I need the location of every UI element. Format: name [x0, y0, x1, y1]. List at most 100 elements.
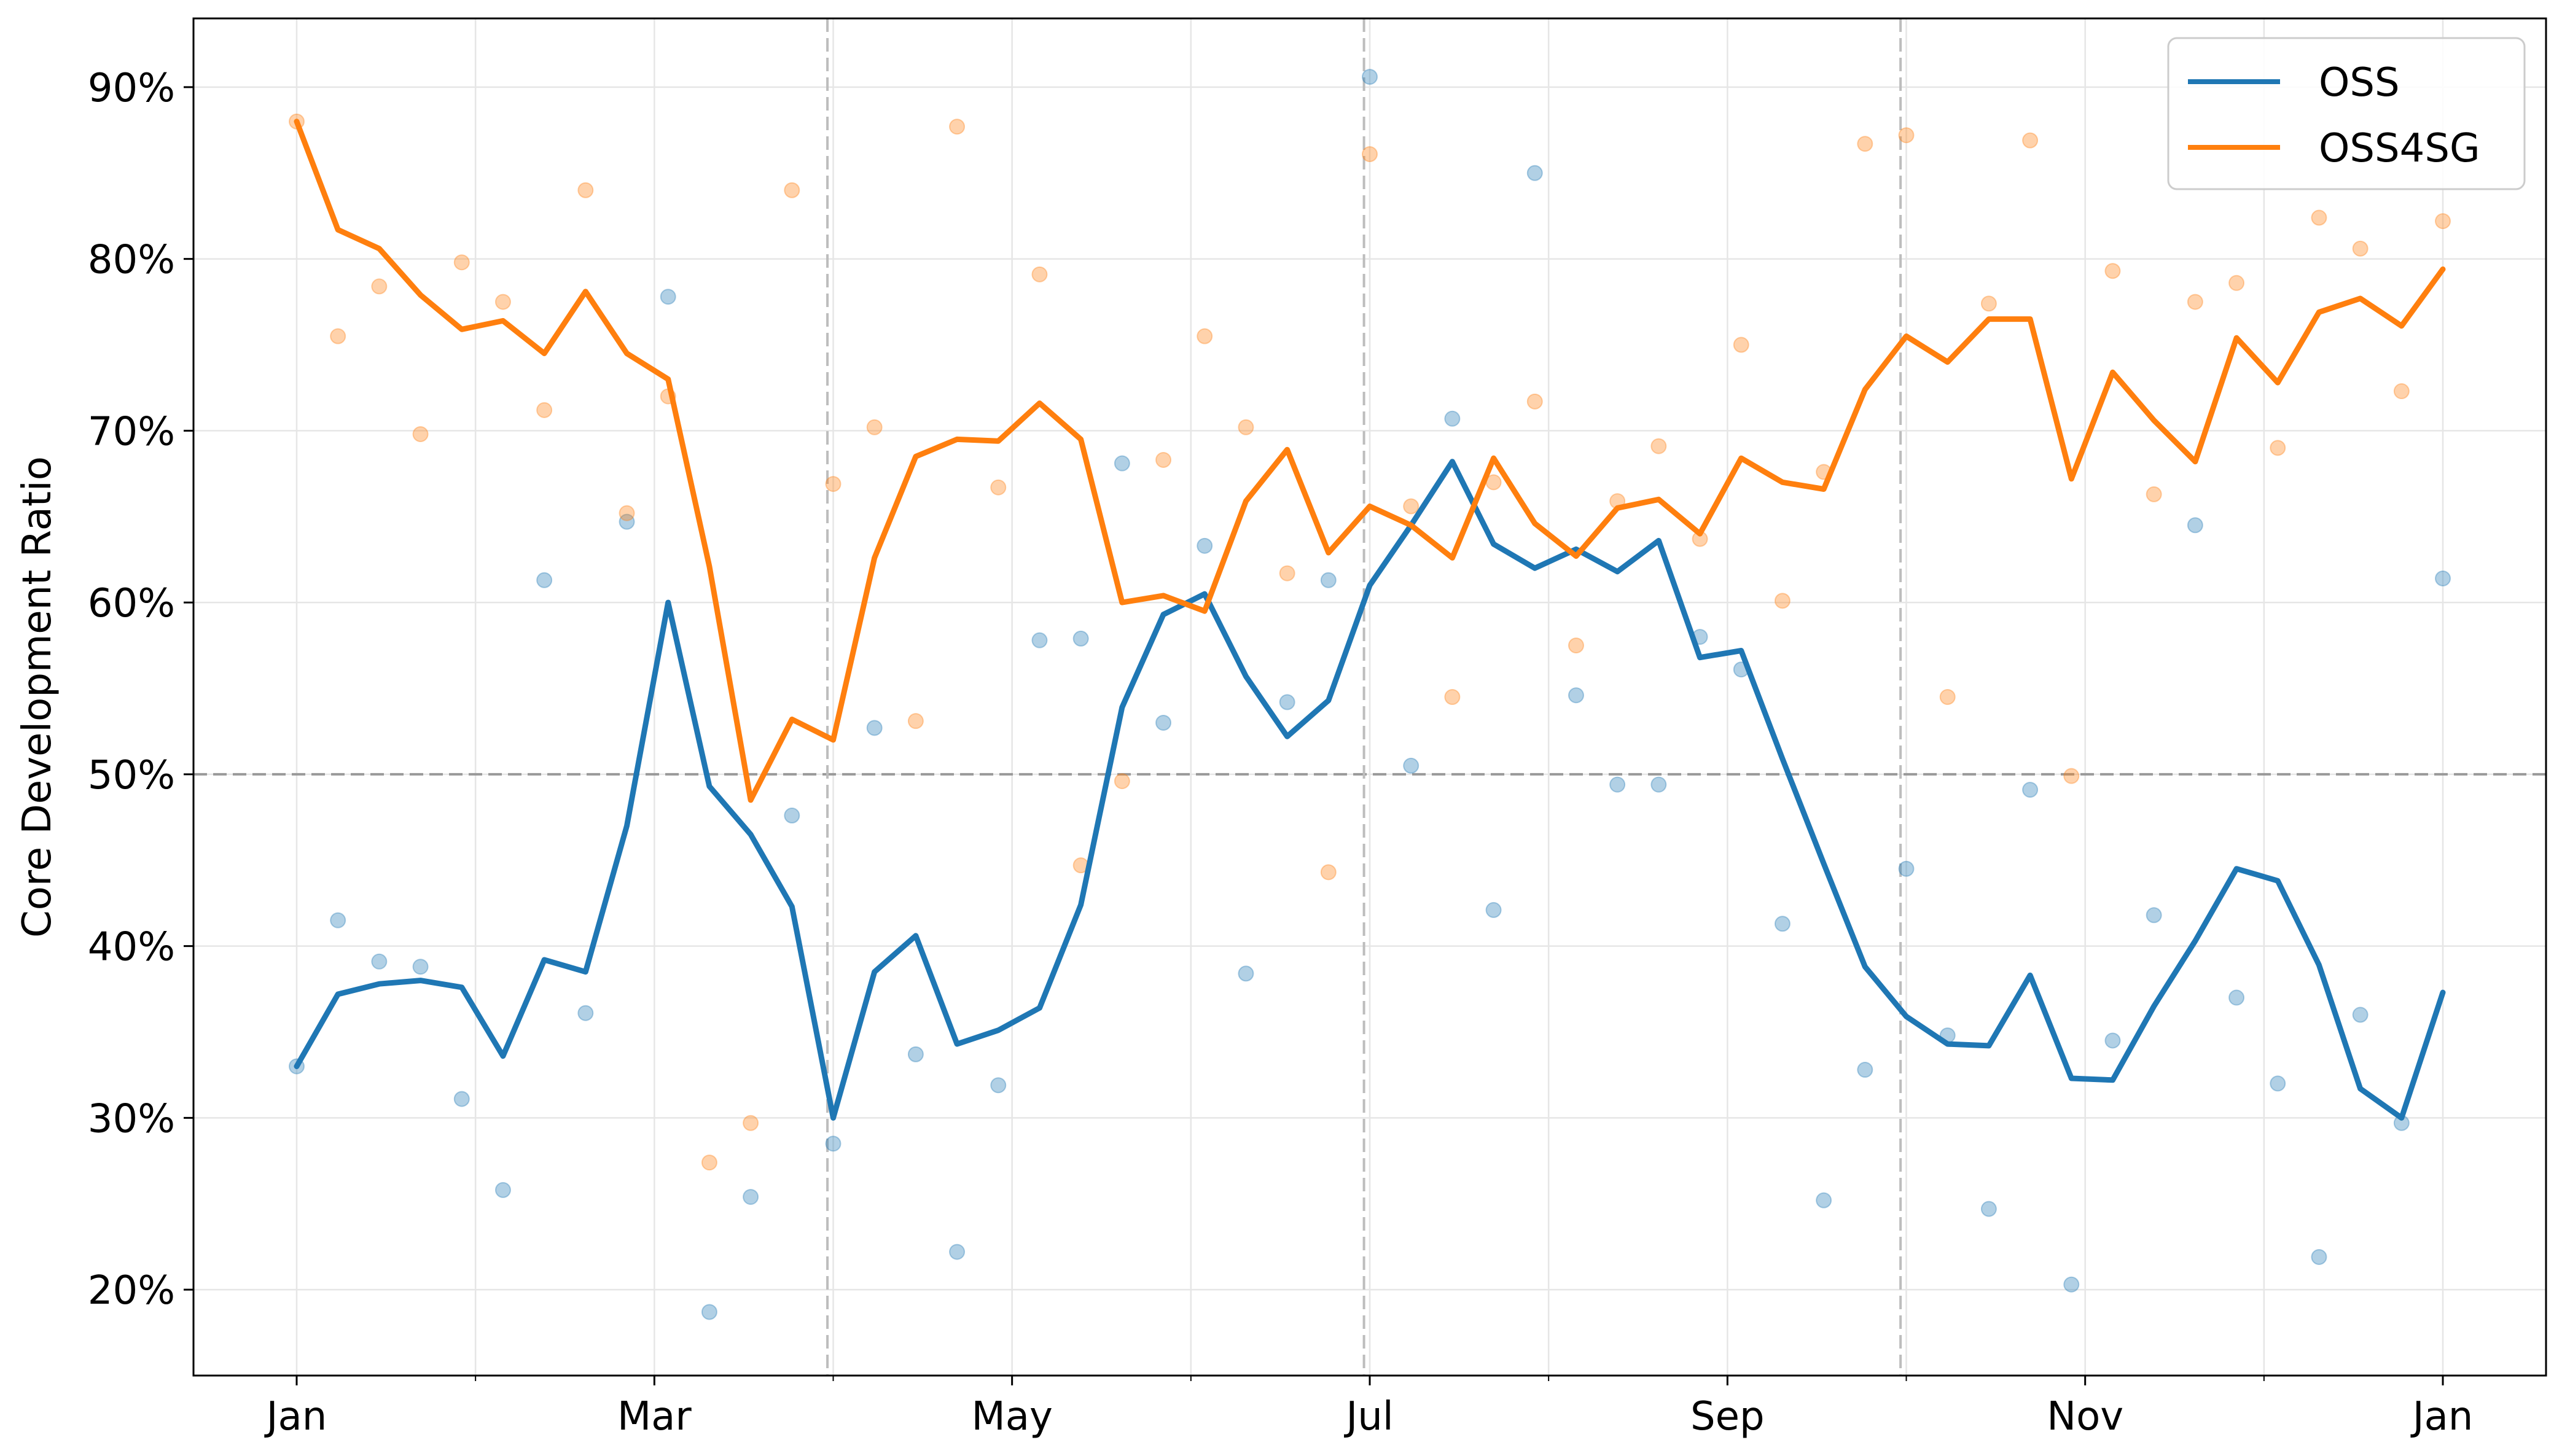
data-point-oss4sg: [330, 328, 346, 345]
data-point-oss4sg: [1279, 565, 1295, 582]
data-point-oss: [701, 1304, 717, 1320]
data-point-oss4sg: [1362, 146, 1378, 162]
x-tick-label: Jul: [1343, 1394, 1393, 1439]
x-tick-label: Nov: [2047, 1394, 2123, 1439]
data-point-oss: [1114, 455, 1130, 472]
data-point-oss4sg: [1444, 689, 1461, 705]
data-point-oss: [1072, 630, 1089, 647]
data-point-oss: [2311, 1248, 2327, 1265]
y-tick-label: 40%: [88, 925, 175, 970]
data-point-oss: [2435, 570, 2451, 586]
data-point-oss: [330, 912, 346, 928]
data-point-oss: [907, 1046, 924, 1062]
data-point-oss: [1403, 757, 1420, 774]
data-point-oss4sg: [2228, 274, 2245, 291]
data-point-oss4sg: [1114, 773, 1130, 790]
data-point-oss: [2063, 1276, 2080, 1293]
data-point-oss4sg: [1733, 337, 1749, 353]
data-point-oss4sg: [1857, 136, 1873, 152]
data-point-oss4sg: [1320, 864, 1337, 881]
data-point-oss: [2228, 989, 2245, 1006]
y-tick-label: 90%: [88, 66, 175, 111]
data-point-oss: [1197, 537, 1213, 554]
data-point-oss: [1980, 1201, 1997, 1217]
data-point-oss: [1031, 632, 1048, 648]
data-point-oss: [1155, 714, 1172, 731]
data-point-oss: [371, 953, 388, 970]
data-point-oss4sg: [2187, 294, 2203, 310]
y-tick-label: 80%: [88, 238, 175, 283]
data-point-oss: [1362, 69, 1378, 85]
x-tick-label: May: [972, 1394, 1053, 1439]
y-tick-label: 50%: [88, 753, 175, 798]
data-point-oss4sg: [536, 402, 553, 418]
data-point-oss4sg: [1238, 419, 1254, 435]
data-point-oss4sg: [1526, 393, 1543, 410]
data-point-oss4sg: [2435, 213, 2451, 230]
data-point-oss: [1320, 572, 1337, 588]
data-point-oss4sg: [1155, 451, 1172, 468]
y-axis: 20% 30% 40% 50% 60% 70% 80% 90%: [88, 66, 193, 1314]
data-point-oss: [494, 1182, 511, 1198]
data-point-oss4sg: [494, 294, 511, 310]
data-point-oss4sg: [2393, 383, 2410, 400]
data-point-oss4sg: [2022, 132, 2039, 149]
grid-layer: [193, 18, 2546, 1376]
data-point-oss: [1279, 694, 1295, 710]
data-point-oss: [743, 1189, 759, 1205]
data-point-oss4sg: [453, 254, 470, 271]
data-point-oss4sg: [866, 419, 883, 435]
data-point-oss: [2187, 517, 2203, 534]
data-point-oss: [1857, 1062, 1873, 1078]
data-point-oss4sg: [619, 505, 635, 521]
data-point-oss: [1444, 410, 1461, 427]
data-point-oss: [412, 959, 429, 975]
data-point-oss: [1609, 776, 1626, 793]
data-point-oss4sg: [1898, 127, 1915, 144]
data-point-oss: [1238, 965, 1254, 982]
data-point-oss4sg: [1650, 438, 1667, 454]
data-point-oss: [2104, 1032, 2121, 1049]
legend-label-oss4sg: OSS4SG: [2319, 126, 2480, 171]
series-line-oss4sg: [294, 119, 2446, 803]
scatter-layer: [288, 69, 2451, 1320]
data-point-oss4sg: [1197, 328, 1213, 345]
data-point-oss4sg: [2146, 486, 2162, 502]
data-point-oss4sg: [371, 278, 388, 295]
data-point-oss: [1898, 860, 1915, 877]
reference-lines: [193, 18, 2546, 1376]
data-point-oss: [2352, 1006, 2369, 1023]
data-point-oss4sg: [701, 1154, 717, 1171]
x-axis: Jan Mar May Jul Sep Nov Jan: [264, 1376, 2474, 1439]
data-point-oss: [1526, 165, 1543, 181]
data-point-oss: [990, 1077, 1007, 1094]
data-point-oss4sg: [577, 182, 594, 198]
data-point-oss: [660, 289, 676, 305]
x-tick-label: Jan: [2410, 1394, 2474, 1439]
y-tick-label: 30%: [88, 1096, 175, 1142]
data-point-oss: [1568, 687, 1584, 704]
x-tick-label: Sep: [1690, 1394, 1765, 1439]
data-point-oss4sg: [2311, 209, 2327, 226]
data-point-oss4sg: [2104, 263, 2121, 279]
data-point-oss: [2022, 782, 2039, 798]
data-point-oss: [825, 1135, 842, 1152]
legend: OSS OSS4SG: [2167, 37, 2526, 190]
data-point-oss: [866, 720, 883, 736]
data-point-oss: [949, 1244, 966, 1260]
series-line-oss: [294, 459, 2446, 1121]
legend-box: [2167, 37, 2526, 190]
x-tick-label: Mar: [617, 1394, 692, 1439]
data-point-oss: [2146, 907, 2162, 924]
y-axis-label: Core Development Ratio: [15, 456, 60, 938]
y-tick-label: 60%: [88, 581, 175, 626]
data-point-oss4sg: [412, 426, 429, 442]
data-point-oss4sg: [2270, 440, 2286, 456]
data-point-oss4sg: [2063, 768, 2080, 784]
data-point-oss4sg: [1939, 689, 1956, 705]
data-point-oss4sg: [1980, 295, 1997, 312]
data-point-oss4sg: [1568, 637, 1584, 654]
data-point-oss: [577, 1005, 594, 1021]
line-layer: [294, 119, 2446, 1121]
